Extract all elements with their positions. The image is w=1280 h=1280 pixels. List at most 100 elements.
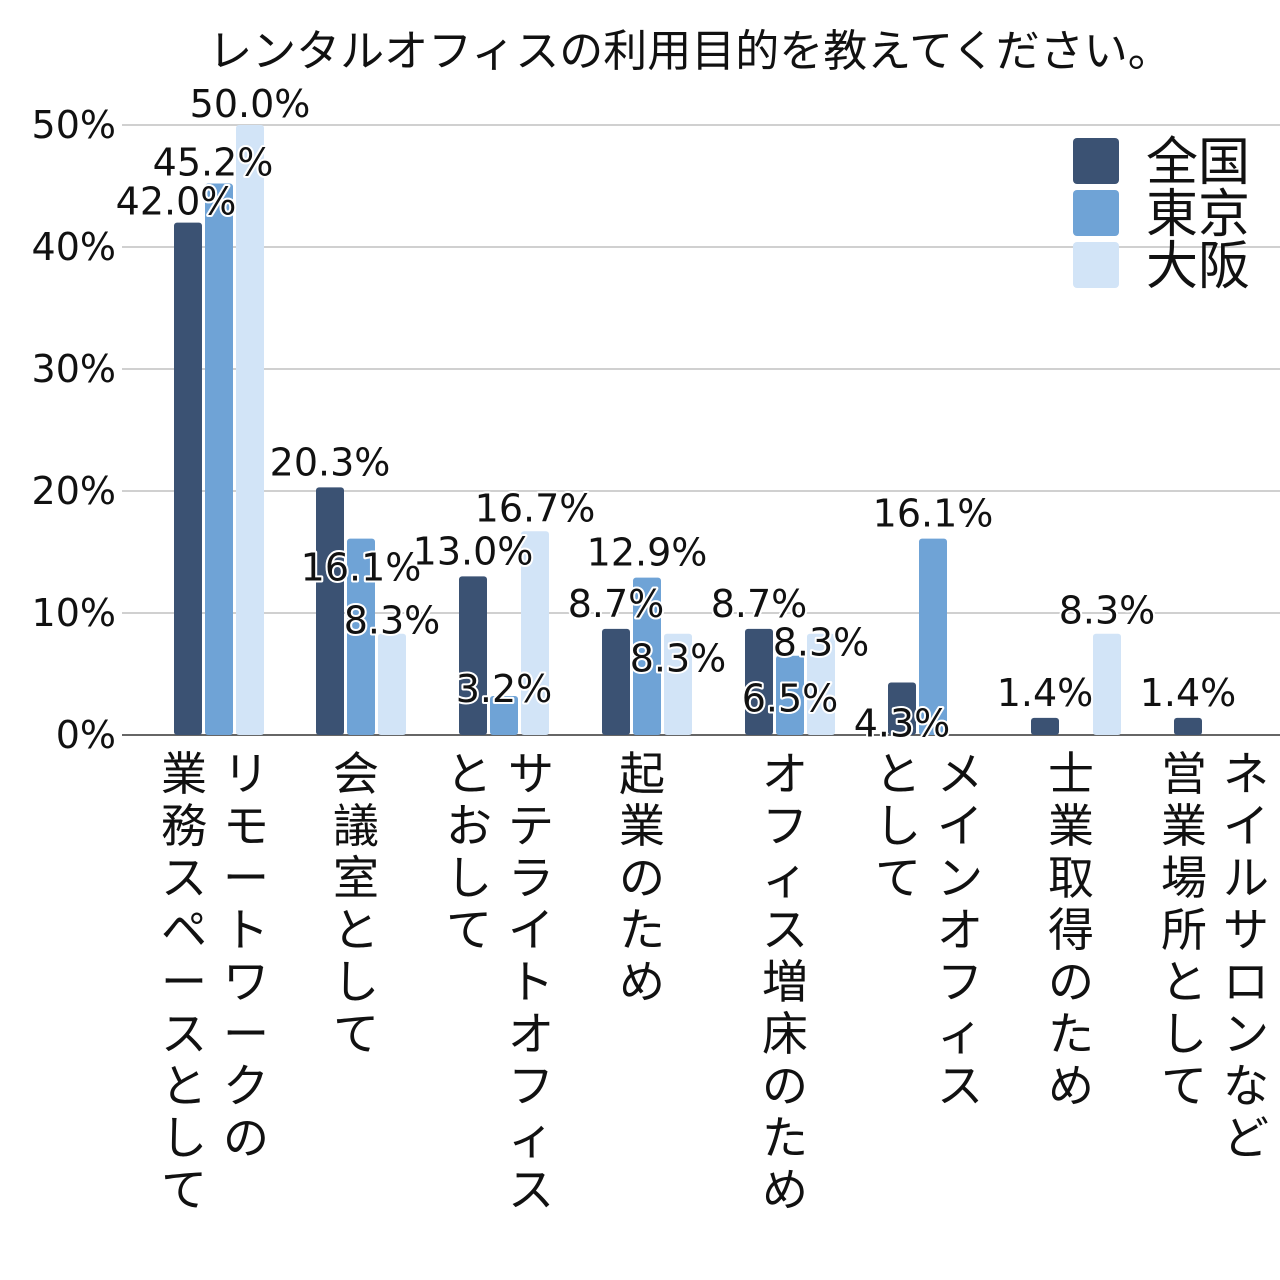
x-tick-label: ワ [223,955,269,1009]
x-tick-label: た [1048,1007,1094,1061]
data-label: 16.1% [301,546,422,590]
bar [919,538,947,735]
x-tick-label: フ [762,799,808,853]
x-tick-label: 室 [333,851,379,905]
legend-label: 全国 [1146,133,1250,193]
bar [459,576,487,735]
chart-title: レンタルオフィスの利用目的を教えてください。 [208,26,1172,77]
x-tick-label: し [875,799,921,853]
data-label: 8.3% [630,637,727,681]
x-tick-label: ン [937,851,983,905]
x-tick-label: ィ [762,851,808,905]
x-tick-label: ロ [1223,955,1269,1009]
data-label: 42.0% [116,180,237,224]
x-tick-label: 所 [1161,903,1207,957]
x-tick-label: イ [937,799,983,853]
data-label: 16.1% [873,492,994,536]
x-tick-label: 場 [1161,851,1207,905]
x-tick-label: モ [223,799,269,853]
x-tick-label: ー [161,955,207,1009]
x-tick-label: し [1161,1007,1207,1061]
bar [490,695,518,735]
x-tick-label: イ [508,903,554,957]
y-tick-label: 10% [32,591,116,635]
legend-label: 東京 [1146,185,1250,245]
bar [378,633,406,735]
bar [347,538,375,735]
data-label: 6.5% [742,677,839,721]
data-label: 45.2% [153,141,274,185]
x-tick-label: ト [508,955,554,1009]
x-tick-label: 業 [161,747,207,801]
bar [807,633,835,735]
x-tick-label: オ [937,903,983,957]
x-tick-label: オ [762,747,808,801]
legend-swatch [1073,242,1119,288]
bar [664,633,692,735]
x-tick-label: メ [937,747,983,801]
x-tick-label: ス [937,1059,983,1113]
y-tick-label: 30% [32,347,116,391]
x-tick-label: イ [1223,799,1269,853]
y-tick-label: 50% [32,103,116,147]
x-tick-label: 営 [1161,747,1207,801]
x-tick-label: し [333,955,379,1009]
data-label: 8.3% [773,621,870,665]
bar [776,655,804,735]
x-tick-label: 務 [161,799,207,853]
x-tick-label: て [161,1163,207,1217]
x-tick-label: ス [762,903,808,957]
y-axis: 0% 10% 20% 30% 40% 50% [32,103,116,757]
data-label: 1.4% [1140,671,1237,715]
x-tick-label: ネ [1223,747,1269,801]
x-tick-label: 業 [619,799,665,853]
x-tick-label: ス [161,1007,207,1061]
bar [205,183,233,735]
x-tick-label: ペ [161,903,207,957]
x-tick-label: と [875,747,921,801]
bar [888,682,916,735]
legend-swatch [1073,190,1119,236]
x-tick-label: 起 [619,747,665,801]
bar [745,628,773,735]
x-tick-label: た [762,1111,808,1165]
bar [602,628,630,735]
x-tick-label: と [1161,955,1207,1009]
x-tick-label: 業 [1161,799,1207,853]
x-tick-label: ト [223,903,269,957]
x-tick-label: め [619,955,665,1009]
x-tick-label: 議 [333,799,379,853]
x-tick-label: お [446,799,492,853]
x-tick-label: ィ [508,1111,554,1165]
x-tick-label: の [223,1111,269,1165]
x-tick-label: の [1048,955,1094,1009]
data-label: 3.2% [456,667,553,711]
x-tick-label: し [446,851,492,905]
x-tick-label: て [333,1007,379,1061]
bar [236,125,264,735]
y-tick-label: 0% [56,713,116,757]
x-tick-label: フ [937,955,983,1009]
x-tick-label: 床 [762,1007,808,1061]
bar [316,487,344,735]
x-tick-label: た [619,903,665,957]
bar [1031,717,1059,735]
data-label: 50.0% [190,82,311,126]
x-tick-label: な [1223,1059,1269,1113]
bar [633,577,661,735]
y-tick-label: 20% [32,469,116,513]
x-tick-label: テ [508,799,554,853]
x-tick-label: し [161,1111,207,1165]
x-tick-label: て [875,851,921,905]
bar [521,531,549,735]
x-tick-label: 増 [762,955,808,1009]
x-tick-label: ル [1223,851,1269,905]
data-label: 13.0% [413,529,534,573]
data-label: 12.9% [587,531,708,575]
x-tick-label: と [446,747,492,801]
x-tick-label: て [1161,1059,1207,1113]
x-tick-label: ス [161,851,207,905]
data-label: 16.7% [475,486,596,530]
data-label: 8.7% [568,582,665,626]
